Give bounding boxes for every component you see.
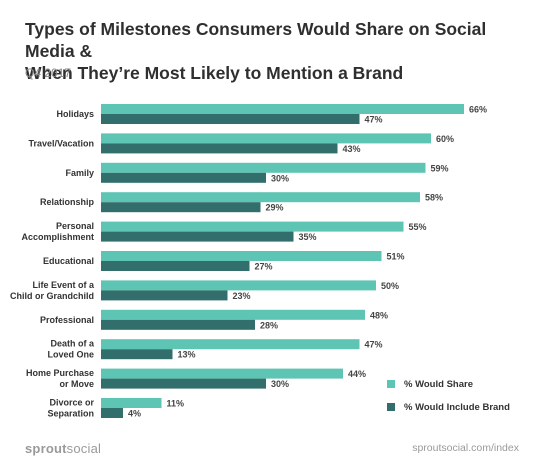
legend-swatch-share — [387, 380, 395, 388]
bar-would-share — [101, 133, 431, 144]
data-label: 60% — [436, 134, 454, 144]
category-label-line: Separation — [47, 409, 94, 419]
category-label: Holidays — [56, 109, 94, 119]
bar-would-share — [101, 192, 420, 203]
data-label: 43% — [343, 144, 361, 154]
category-label: Travel/Vacation — [28, 138, 94, 148]
data-label: 51% — [387, 252, 405, 262]
category-label: Relationship — [40, 197, 95, 207]
data-label: 23% — [233, 291, 251, 301]
category-label: Family — [65, 168, 94, 178]
category-label-line: Home Purchase — [26, 368, 94, 378]
bar-would-share — [101, 309, 365, 320]
category-label-line: Personal — [56, 221, 94, 231]
data-label: 44% — [348, 369, 366, 379]
category-label-line: Death of a — [50, 339, 95, 349]
data-label: 48% — [370, 310, 388, 320]
category-label: Life Event of a Child or Grandchild — [10, 280, 95, 301]
category-label: Educational — [43, 256, 94, 266]
data-label: 55% — [409, 222, 427, 232]
legend-label-share: % Would Share — [404, 379, 473, 390]
data-label: 66% — [469, 105, 487, 115]
category-label-line: Child or Grandchild — [10, 291, 94, 301]
bar-would-share — [101, 339, 360, 350]
data-label: 47% — [365, 340, 383, 350]
category-label-line: Professional — [40, 315, 94, 325]
data-label: 35% — [299, 232, 317, 242]
data-label: 30% — [271, 379, 289, 389]
category-label-line: Family — [65, 168, 94, 178]
data-label: 27% — [255, 262, 273, 272]
bar-would-share — [101, 162, 426, 173]
bar-would-include-brand — [101, 408, 123, 418]
bar-would-share — [101, 251, 382, 261]
category-label: Professional — [40, 315, 94, 325]
category-label-line: Educational — [43, 256, 94, 266]
bar-would-include-brand — [101, 172, 266, 183]
category-label-line: or Move — [59, 379, 94, 389]
chart-title-line2: When They’re Most Likely to Mention a Br… — [25, 63, 404, 83]
bar-would-share — [101, 368, 343, 379]
data-label: 11% — [167, 399, 185, 409]
category-label: Death of a Loved One — [47, 339, 95, 360]
footer-url: sproutsocial.com/index — [412, 442, 519, 454]
bar-would-share — [101, 104, 464, 114]
data-label: 58% — [425, 193, 443, 203]
chart-title: Types of Milestones Consumers Would Shar… — [25, 18, 530, 84]
category-label-line: Loved One — [47, 350, 94, 360]
data-label: 50% — [381, 281, 399, 291]
data-label: 47% — [365, 115, 383, 125]
bar-would-include-brand — [101, 143, 338, 154]
bar-would-include-brand — [101, 349, 173, 360]
data-label: 59% — [431, 163, 449, 173]
bar-would-include-brand — [101, 261, 250, 271]
bar-would-include-brand — [101, 202, 261, 213]
category-label-line: Travel/Vacation — [28, 138, 94, 148]
category-label: Home Purchase or Move — [26, 368, 94, 389]
category-label-line: Relationship — [40, 197, 95, 207]
bar-would-include-brand — [101, 378, 266, 389]
bar-would-include-brand — [101, 114, 360, 124]
category-label-line: Divorce or — [49, 398, 94, 408]
data-label: 29% — [266, 203, 284, 213]
data-label: 30% — [271, 173, 289, 183]
chart-subtitle: Q4 2017 — [25, 66, 72, 80]
data-label: 13% — [178, 350, 196, 360]
sprout-social-logo: sproutsocial — [25, 441, 101, 456]
category-label: Personal Accomplishment — [21, 221, 94, 242]
category-label-line: Accomplishment — [21, 232, 94, 242]
bar-would-include-brand — [101, 319, 255, 330]
logo-part-sprout: sprout — [25, 441, 67, 456]
data-label: 28% — [260, 320, 278, 330]
bar-would-include-brand — [101, 290, 228, 301]
data-label: 4% — [128, 409, 141, 419]
bar-would-share — [101, 280, 376, 291]
category-label-line: Life Event of a — [32, 280, 95, 290]
bar-would-share — [101, 398, 162, 408]
logo-part-social: social — [66, 441, 102, 456]
category-label-line: Holidays — [56, 109, 94, 119]
category-label: Divorce or Separation — [47, 398, 94, 419]
legend-label-brand: % Would Include Brand — [404, 402, 510, 413]
legend-swatch-brand — [387, 403, 395, 411]
bar-would-include-brand — [101, 231, 294, 242]
bar-would-share — [101, 221, 404, 232]
chart-title-line1: Types of Milestones Consumers Would Shar… — [25, 19, 487, 61]
